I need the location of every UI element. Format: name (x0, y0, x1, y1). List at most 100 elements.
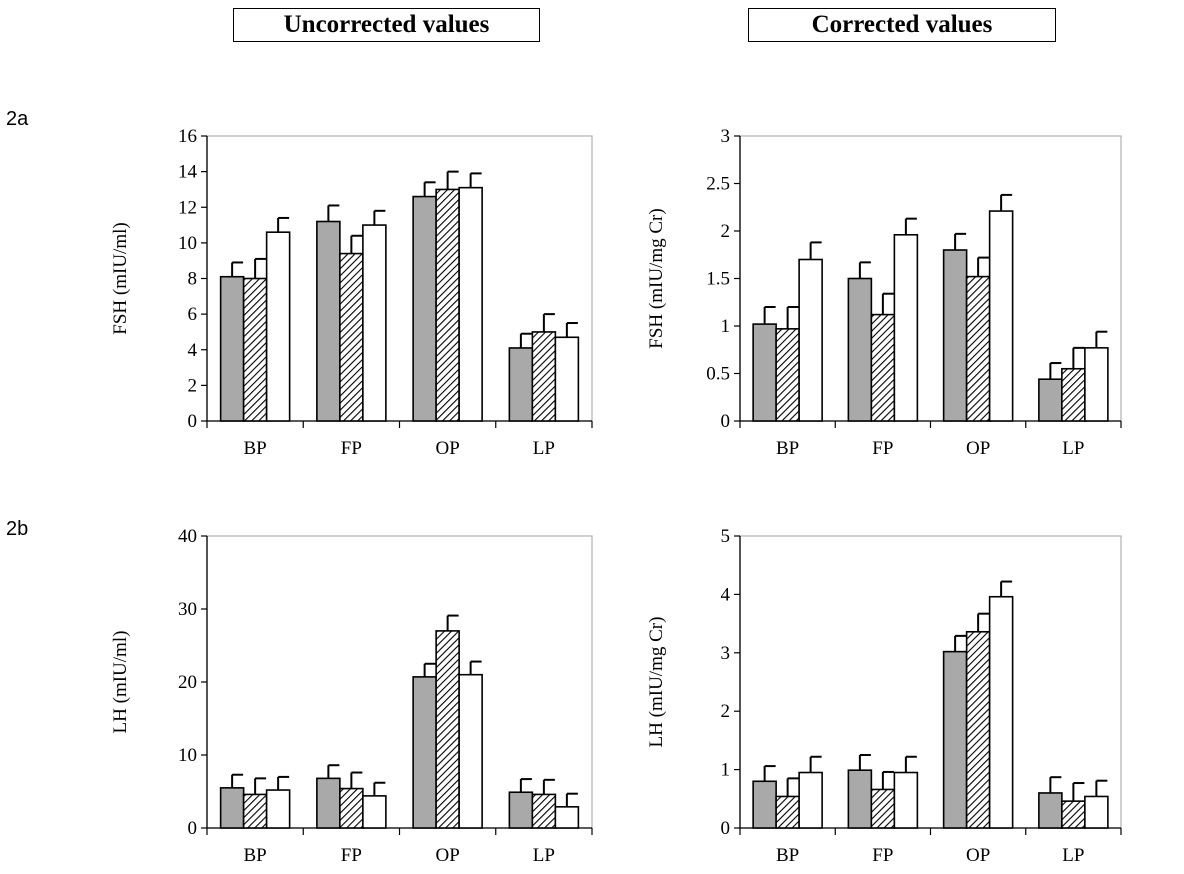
bar-gray (509, 792, 532, 828)
bar-white (555, 337, 578, 421)
bar-gray (1039, 379, 1062, 421)
x-tick-label: OP (966, 845, 990, 866)
bar-gray (413, 677, 436, 828)
y-tick-label: 5 (721, 526, 731, 547)
bar-white (555, 807, 578, 828)
x-tick-label: OP (435, 845, 459, 866)
y-tick-label: 2.5 (706, 174, 730, 195)
bar-white (459, 675, 482, 828)
bar-white (990, 211, 1013, 421)
x-tick-label: LP (1062, 845, 1084, 866)
bar-hatched (1062, 369, 1085, 421)
bar-gray (509, 348, 532, 421)
bar-gray (944, 652, 967, 828)
x-tick-label: FP (341, 438, 362, 459)
bar-white (799, 773, 822, 828)
x-tick-label: LP (1062, 438, 1084, 459)
x-tick-label: BP (244, 438, 267, 459)
y-tick-label: 40 (178, 526, 197, 547)
x-tick-label: BP (776, 845, 799, 866)
y-axis-title: FSH (mIU/mg Cr) (646, 208, 667, 348)
y-tick-label: 10 (178, 233, 197, 254)
bar-hatched (436, 189, 459, 421)
bar-white (363, 225, 386, 421)
y-axis-title: FSH (mIU/ml) (110, 222, 131, 334)
x-tick-label: OP (966, 438, 990, 459)
y-tick-label: 0 (721, 411, 731, 432)
bar-gray (413, 197, 436, 421)
bar-gray (753, 324, 776, 421)
bar-hatched (776, 796, 799, 828)
bar-white (990, 597, 1013, 828)
bar-gray (848, 770, 871, 828)
chart-lh-corrected: 0 1 2 3 4 5 LH (mIU/mg Cr) BP FP OP LP (646, 526, 1121, 866)
bar-white (1085, 348, 1108, 421)
bar-gray (317, 222, 340, 422)
x-tick-label: BP (776, 438, 799, 459)
bar-white (894, 773, 917, 828)
y-tick-label: 8 (188, 269, 198, 290)
y-tick-label: 0.5 (706, 364, 730, 385)
bar-gray (944, 250, 967, 421)
bar-hatched (244, 279, 267, 422)
y-tick-label: 2 (721, 221, 731, 242)
chart-fsh-uncorrected: 0 2 4 6 8 10 12 14 16 FSH (mIU/ml) BP FP OP LP (110, 126, 592, 459)
y-tick-label: 12 (178, 197, 197, 218)
bar-hatched (967, 632, 990, 828)
y-tick-label: 2 (188, 375, 198, 396)
y-tick-label: 0 (188, 818, 198, 839)
bar-gray (317, 778, 340, 828)
y-tick-label: 6 (188, 304, 198, 325)
bar-hatched (871, 789, 894, 828)
y-axis-title: LH (mIU/ml) (110, 631, 131, 734)
y-tick-label: 3 (721, 643, 731, 664)
bar-gray (848, 279, 871, 422)
y-tick-label: 4 (721, 584, 731, 605)
y-tick-label: 20 (178, 672, 197, 693)
y-axis-title: LH (mIU/mg Cr) (646, 617, 667, 748)
bar-hatched (1062, 801, 1085, 828)
y-tick-label: 1 (721, 316, 731, 337)
bar-hatched (244, 794, 267, 828)
y-tick-label: 30 (178, 599, 197, 620)
plot-area (207, 536, 592, 828)
y-tick-label: 0 (188, 411, 198, 432)
bar-gray (1039, 793, 1062, 828)
x-tick-label: LP (533, 845, 555, 866)
bar-white (799, 260, 822, 422)
bar-hatched (967, 277, 990, 421)
bar-white (894, 235, 917, 421)
y-tick-label: 14 (178, 162, 198, 183)
bar-hatched (532, 332, 555, 421)
y-tick-label: 3 (721, 126, 731, 147)
y-tick-label: 1.5 (706, 269, 730, 290)
bar-white (1085, 796, 1108, 828)
y-tick-label: 16 (178, 126, 197, 147)
x-tick-label: FP (872, 438, 893, 459)
bar-white (267, 232, 290, 421)
y-tick-label: 2 (721, 701, 731, 722)
bar-gray (221, 788, 244, 828)
bar-gray (753, 781, 776, 828)
y-tick-label: 0 (721, 818, 731, 839)
bar-hatched (532, 794, 555, 828)
bar-hatched (340, 789, 363, 828)
bar-hatched (340, 254, 363, 421)
x-tick-label: BP (244, 845, 267, 866)
y-tick-label: 10 (178, 745, 197, 766)
y-tick-label: 1 (721, 760, 731, 781)
bar-white (459, 188, 482, 421)
x-tick-label: FP (872, 845, 893, 866)
bar-gray (221, 277, 244, 421)
plot-area (740, 536, 1121, 828)
bar-hatched (776, 329, 799, 421)
bar-white (363, 796, 386, 828)
y-tick-label: 4 (188, 340, 198, 361)
bar-hatched (871, 315, 894, 421)
x-tick-label: FP (341, 845, 362, 866)
chart-fsh-corrected: 0 0.5 1 1.5 2 2.5 3 FSH (mIU/mg Cr) BP FP OP LP (646, 126, 1121, 459)
bar-white (267, 790, 290, 828)
chart-lh-uncorrected: 0 10 20 30 40 LH (mIU/ml) BP FP OP LP (110, 526, 592, 866)
bar-hatched (436, 631, 459, 828)
